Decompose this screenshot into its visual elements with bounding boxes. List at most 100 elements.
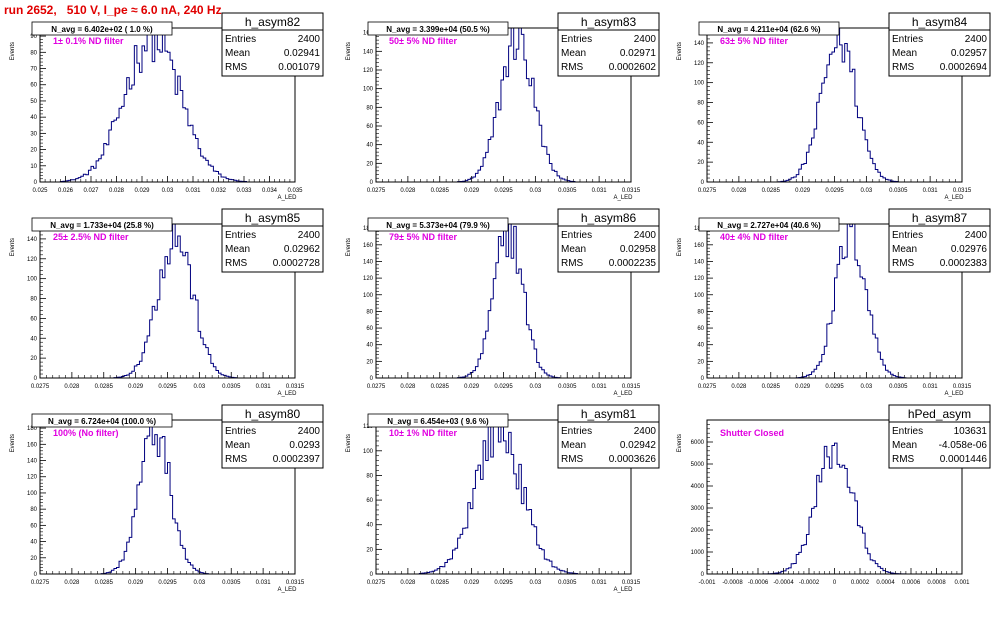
x-tick-label: 0.0008 <box>927 580 946 586</box>
x-tick-label: 0.0305 <box>558 384 577 390</box>
x-axis: 0.025 0.026 0.027 0.028 0.029 0.03 0.031 0.032 0… <box>32 176 303 201</box>
stats-box: hPed_asym Entries 103631 Mean -4.058e-06 RMS 0… <box>888 404 991 469</box>
stats-frame <box>888 208 991 273</box>
x-tick-label: -0.0004 <box>773 580 794 586</box>
y-tick-label: 160 <box>27 442 38 448</box>
stats-mean-value: 0.02976 <box>951 244 988 255</box>
y-tick-label: 120 <box>694 276 705 282</box>
x-tick-label: 0.0295 <box>158 384 177 390</box>
y-tick-label: 0 <box>34 572 38 578</box>
stats-entries-value: 103631 <box>954 426 988 437</box>
y-tick-label: 20 <box>30 356 37 362</box>
y-tick-label: 20 <box>697 160 704 166</box>
navg-frame <box>31 413 173 428</box>
x-tick-label: 0.035 <box>287 188 303 194</box>
y-tick-label: 120 <box>363 68 374 74</box>
stats-box: h_asym87 Entries 2400 Mean 0.02976 RMS 0.00023… <box>888 208 991 273</box>
x-tick-label: 0.0315 <box>622 188 641 194</box>
x-axis-label: A_LED <box>613 195 633 201</box>
y-tick-label: 30 <box>30 131 37 137</box>
navg-box: N_avg = 1.733e+04 (25.8 %) <box>31 217 173 232</box>
histogram-name: h_asym87 <box>912 211 968 225</box>
y-tick-label: 6000 <box>691 440 705 446</box>
x-tick-label: 0.029 <box>134 188 150 194</box>
x-tick-label: 0.0285 <box>762 188 781 194</box>
x-tick-label: 0.028 <box>400 188 416 194</box>
stats-rms-value: 0.0002728 <box>273 258 321 269</box>
x-tick-label: 0.0275 <box>698 384 717 390</box>
x-tick-label: 0.0305 <box>558 580 577 586</box>
y-axis-label: Events <box>677 238 683 256</box>
x-tick-label: 0.025 <box>32 188 48 194</box>
histogram-name: h_asym81 <box>581 407 637 421</box>
navg-text: N_avg = 5.373e+04 (79.9 %) <box>386 221 490 230</box>
y-tick-label: 70 <box>30 67 37 73</box>
x-tick-label: 0.0305 <box>558 188 577 194</box>
y-tick-label: 80 <box>697 101 704 107</box>
y-axis-label: Events <box>346 238 352 256</box>
filter-label: 10± 1% ND filter <box>389 428 457 438</box>
stats-entries-label: Entries <box>892 426 923 437</box>
filter-label: 40± 4% ND filter <box>720 232 788 242</box>
navg-box: N_avg = 6.402e+02 ( 1.0 %) <box>31 21 173 36</box>
x-tick-label: 0.03 <box>530 188 542 194</box>
stats-entries-value: 2400 <box>298 34 321 45</box>
stats-entries-value: 2400 <box>965 230 988 241</box>
histogram-h_asym85: 0.0275 0.028 0.0285 0.029 0.0295 0.03 0.0305 0.… <box>10 208 324 397</box>
x-tick-label: -0.0006 <box>748 580 769 586</box>
navg-frame <box>31 21 173 36</box>
y-tick-label: 0 <box>370 376 374 382</box>
y-axis-label: Events <box>346 42 352 60</box>
y-tick-label: 120 <box>363 276 374 282</box>
stats-mean-label: Mean <box>892 48 917 59</box>
histogram-h_asym80: 0.0275 0.028 0.0285 0.029 0.0295 0.03 0.0305 0.… <box>10 404 324 593</box>
x-tick-label: 0.029 <box>464 188 480 194</box>
stats-mean-value: 0.02958 <box>620 244 657 255</box>
navg-frame <box>367 413 509 428</box>
histogram-h_asym82: 0.025 0.026 0.027 0.028 0.029 0.03 0.031 0.032 0… <box>10 12 324 201</box>
stats-rms-label: RMS <box>225 454 248 465</box>
y-tick-label: 60 <box>30 83 37 89</box>
navg-text: N_avg = 6.724e+04 (100.0 %) <box>48 417 156 426</box>
y-tick-label: 80 <box>697 309 704 315</box>
y-tick-label: 140 <box>363 49 374 55</box>
x-tick-label: 0.0315 <box>953 384 972 390</box>
navg-frame <box>698 217 840 232</box>
y-axis: 0 20 40 60 80 100 120 140 Events <box>10 226 46 382</box>
y-tick-label: 4000 <box>691 484 705 490</box>
navg-box: N_avg = 5.373e+04 (79.9 %) <box>367 217 509 232</box>
stats-mean-value: 0.02962 <box>284 244 321 255</box>
navg-frame <box>31 217 173 232</box>
x-tick-label: 0.0285 <box>95 580 114 586</box>
x-tick-label: 0.0315 <box>622 580 641 586</box>
stats-entries-value: 2400 <box>298 230 321 241</box>
stats-rms-label: RMS <box>225 258 248 269</box>
x-tick-label: 0.0285 <box>95 384 114 390</box>
navg-box: N_avg = 6.724e+04 (100.0 %) <box>31 413 173 428</box>
y-tick-label: 100 <box>363 449 374 455</box>
x-tick-label: 0.031 <box>256 384 272 390</box>
navg-frame <box>367 21 509 36</box>
y-tick-label: 40 <box>30 540 37 546</box>
x-tick-label: 0.029 <box>795 188 811 194</box>
y-tick-label: 140 <box>694 41 705 47</box>
x-tick-label: 0.001 <box>954 580 970 586</box>
stats-frame <box>221 12 324 77</box>
x-tick-label: 0.028 <box>109 188 125 194</box>
y-tick-label: 20 <box>366 547 373 553</box>
y-tick-label: 100 <box>694 293 705 299</box>
navg-text: N_avg = 3.399e+04 (50.5 %) <box>386 25 490 34</box>
x-tick-label: 0.029 <box>128 384 144 390</box>
stats-frame <box>557 208 660 273</box>
filter-label: 79± 5% ND filter <box>389 232 457 242</box>
x-axis: -0.001 -0.0008 -0.0006 -0.0004 -0.0002 0 0.000… <box>698 568 970 586</box>
stats-box: h_asym81 Entries 2400 Mean 0.02942 RMS 0.00036… <box>557 404 660 469</box>
x-tick-label: 0.031 <box>923 188 939 194</box>
stats-mean-value: 0.02957 <box>951 48 988 59</box>
x-tick-label: 0.031 <box>185 188 201 194</box>
